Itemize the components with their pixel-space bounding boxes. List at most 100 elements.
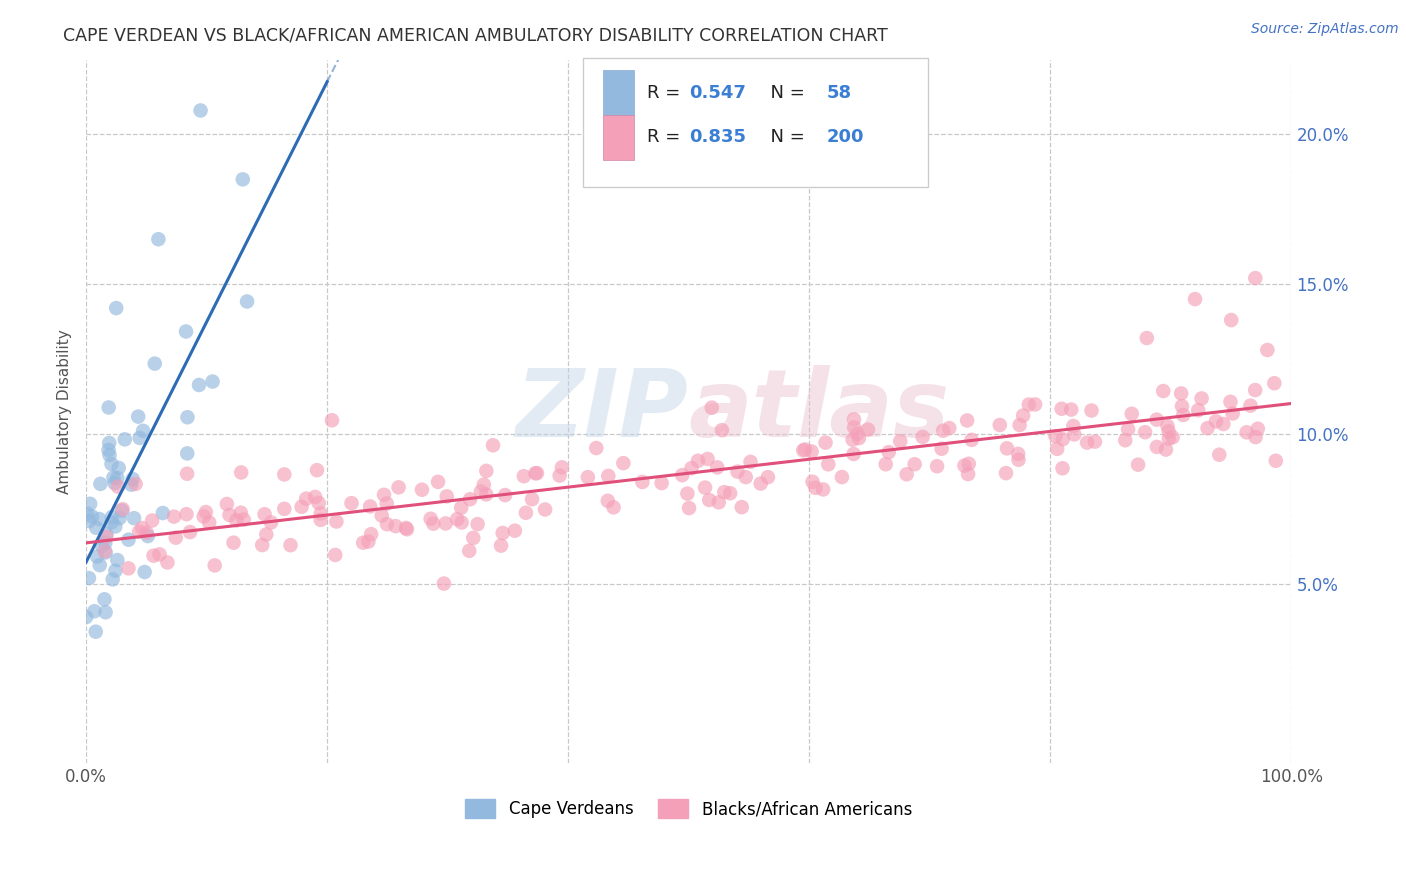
- Point: [323, 548, 346, 562]
- Point: [94, 536, 117, 550]
- Point: [814, 435, 837, 450]
- Point: [734, 470, 756, 484]
- Point: [1156, 419, 1178, 434]
- Point: [98, 448, 121, 462]
- Point: [141, 514, 163, 528]
- Point: [707, 495, 730, 509]
- Text: 200: 200: [827, 128, 865, 146]
- Point: [107, 461, 129, 475]
- Point: [957, 467, 980, 482]
- Point: [1244, 430, 1267, 444]
- Point: [911, 430, 934, 444]
- Point: [98, 436, 121, 450]
- Point: [1239, 399, 1261, 413]
- Point: [524, 467, 547, 481]
- Point: [273, 467, 295, 482]
- Point: [108, 511, 131, 525]
- Point: [142, 549, 165, 563]
- Point: [340, 496, 363, 510]
- Point: [896, 467, 918, 482]
- Point: [373, 488, 395, 502]
- Text: atlas: atlas: [689, 366, 950, 458]
- Point: [995, 442, 1018, 456]
- Point: [128, 431, 150, 445]
- Point: [458, 492, 481, 507]
- Point: [1171, 399, 1194, 413]
- Point: [152, 506, 174, 520]
- Point: [231, 466, 253, 480]
- Point: [731, 500, 754, 515]
- Text: N =: N =: [759, 84, 811, 102]
- Point: [76, 507, 98, 521]
- Point: [176, 446, 198, 460]
- Point: [93, 544, 115, 558]
- Point: [304, 490, 326, 504]
- Point: [1060, 402, 1083, 417]
- Point: [218, 508, 240, 522]
- Point: [756, 470, 779, 484]
- Point: [1244, 383, 1267, 397]
- Point: [1157, 432, 1180, 446]
- Point: [360, 527, 382, 541]
- Point: [472, 477, 495, 491]
- Point: [176, 467, 198, 481]
- Point: [794, 442, 817, 457]
- Point: [856, 423, 879, 437]
- Point: [89, 512, 111, 526]
- Text: Source: ZipAtlas.com: Source: ZipAtlas.com: [1251, 22, 1399, 37]
- Point: [1170, 386, 1192, 401]
- Point: [254, 527, 277, 541]
- Point: [433, 576, 456, 591]
- Point: [475, 464, 498, 478]
- Point: [104, 519, 127, 533]
- Point: [450, 516, 472, 530]
- Point: [201, 375, 224, 389]
- Text: 58: 58: [827, 84, 852, 102]
- Point: [842, 447, 865, 461]
- Point: [848, 431, 870, 445]
- Point: [96, 530, 118, 544]
- Point: [842, 412, 865, 426]
- Point: [1247, 422, 1270, 436]
- Point: [148, 232, 170, 246]
- Point: [1212, 417, 1234, 431]
- Point: [585, 441, 607, 455]
- Point: [86, 549, 108, 564]
- Point: [229, 506, 252, 520]
- Point: [111, 504, 134, 518]
- Point: [305, 463, 328, 477]
- Point: [841, 433, 863, 447]
- Point: [1008, 417, 1031, 432]
- Point: [1050, 401, 1073, 416]
- Point: [938, 421, 960, 435]
- Point: [193, 509, 215, 524]
- Point: [103, 476, 125, 491]
- Point: [1121, 407, 1143, 421]
- Point: [875, 457, 897, 471]
- Point: [1222, 407, 1244, 421]
- Point: [576, 470, 599, 484]
- Point: [176, 410, 198, 425]
- Point: [325, 515, 347, 529]
- Point: [467, 517, 489, 532]
- Point: [713, 485, 735, 500]
- Point: [1046, 442, 1069, 456]
- Point: [359, 500, 381, 514]
- Point: [295, 491, 318, 506]
- Point: [94, 605, 117, 619]
- Point: [107, 480, 129, 494]
- Point: [1063, 427, 1085, 442]
- Point: [1012, 409, 1035, 423]
- Point: [101, 510, 124, 524]
- Point: [128, 524, 150, 539]
- Point: [165, 531, 187, 545]
- Point: [104, 564, 127, 578]
- Point: [696, 452, 718, 467]
- Point: [700, 401, 723, 415]
- Point: [551, 460, 574, 475]
- Point: [1136, 331, 1159, 345]
- Point: [801, 475, 824, 489]
- Point: [375, 497, 398, 511]
- Point: [422, 516, 444, 531]
- Point: [124, 477, 146, 491]
